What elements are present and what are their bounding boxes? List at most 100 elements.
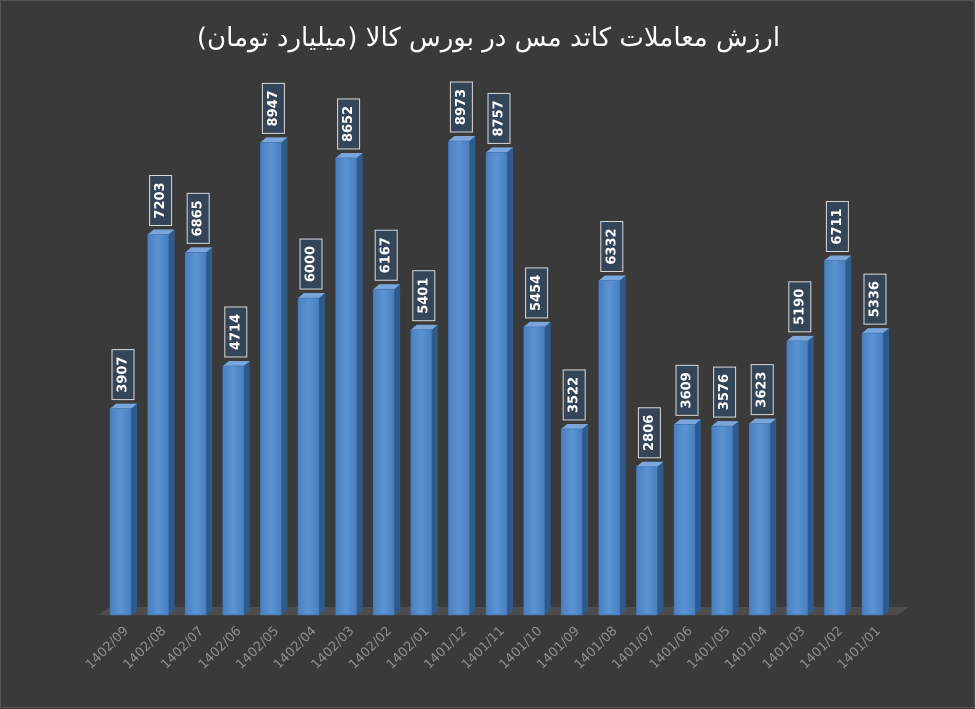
bar-top [298, 293, 325, 299]
bar [523, 321, 551, 616]
bar-front [560, 428, 583, 616]
data-label-box [111, 349, 135, 401]
data-label: 6711 [825, 200, 849, 252]
bar-side [770, 418, 777, 615]
data-label-box [487, 92, 511, 144]
data-label: 3609 [675, 364, 699, 416]
data-label: 6332 [600, 221, 624, 273]
data-label-box [600, 221, 624, 273]
data-label-text: 8757 [492, 100, 507, 136]
data-label-box [863, 273, 887, 325]
data-label-box [788, 281, 812, 333]
bar-front [598, 280, 621, 616]
data-label-box [750, 364, 774, 416]
data-label-text: 3576 [717, 374, 732, 410]
data-label: 8947 [261, 82, 285, 134]
bar [861, 328, 889, 616]
bar-side [243, 360, 250, 615]
bar-top [636, 461, 664, 467]
bar-top [147, 229, 175, 235]
data-label: 4714 [224, 306, 248, 358]
bar-front [748, 423, 771, 616]
bar-top [674, 419, 701, 425]
bar-front [335, 157, 357, 616]
bar-side [281, 137, 288, 615]
bar-front [636, 466, 658, 616]
bar-front [222, 365, 245, 616]
data-label: 5454 [525, 267, 549, 319]
bar-front [260, 142, 282, 616]
bar [786, 335, 814, 616]
data-label-box [562, 369, 586, 421]
bar-side [431, 324, 438, 615]
data-label: 3623 [750, 364, 774, 416]
bar-top [335, 152, 363, 158]
data-label-box [825, 200, 849, 252]
data-label-text: 6711 [830, 208, 845, 244]
bar-front [448, 140, 470, 616]
bar-top [260, 137, 288, 143]
bar [109, 403, 137, 616]
bar-side [695, 419, 701, 615]
bar-side [168, 229, 175, 616]
bar [824, 255, 852, 616]
data-label-text: 8652 [341, 106, 356, 142]
bar [748, 418, 777, 616]
bar [147, 229, 175, 616]
data-label: 5190 [788, 281, 812, 333]
bar [372, 284, 401, 616]
bar-side [883, 328, 889, 615]
data-label-box [149, 175, 173, 227]
bar [485, 147, 513, 616]
bar-side [394, 284, 401, 615]
bar [636, 461, 664, 616]
data-label: 3522 [562, 369, 586, 421]
bar-top [598, 275, 626, 281]
bar-front [485, 152, 508, 616]
data-label-text: 3609 [680, 372, 695, 408]
data-label-box [261, 82, 285, 134]
bar [335, 152, 363, 616]
bar [711, 421, 739, 616]
data-label: 8652 [337, 98, 361, 150]
bar-front [824, 260, 846, 616]
data-label-text: 8947 [266, 90, 281, 126]
bar-front [184, 252, 207, 616]
bar [260, 137, 288, 616]
data-label: 6167 [374, 229, 398, 281]
data-label-text: 2806 [642, 415, 657, 451]
bar-top [523, 321, 551, 327]
bar-side [544, 321, 551, 615]
data-label-box [412, 270, 436, 322]
bar [184, 247, 213, 616]
bar-front [786, 340, 809, 616]
data-label-text: 3623 [755, 372, 770, 408]
data-label-box [449, 81, 473, 133]
bar-front [297, 297, 320, 616]
bar-front [372, 288, 395, 616]
bar [448, 136, 476, 616]
data-label: 5401 [412, 270, 436, 322]
bar-side [582, 423, 589, 615]
data-label: 8757 [487, 92, 511, 144]
bar-side [469, 136, 476, 615]
data-label-text: 3907 [116, 357, 131, 393]
bar [673, 419, 701, 616]
bar-side [131, 403, 137, 615]
bar-front [523, 326, 545, 616]
bar-front [147, 234, 169, 616]
bar-top [561, 423, 589, 429]
data-label-box [637, 407, 661, 459]
data-label-text: 8973 [454, 89, 469, 125]
bar [297, 293, 325, 616]
bar-top [486, 147, 513, 153]
data-label: 3907 [111, 349, 135, 401]
data-label-text: 7203 [153, 182, 168, 218]
data-label-box [299, 238, 323, 290]
bar-top [711, 421, 739, 427]
bar-top [110, 403, 137, 409]
data-label-box [224, 306, 248, 358]
data-label: 6865 [186, 192, 210, 244]
bar-front [109, 408, 132, 616]
